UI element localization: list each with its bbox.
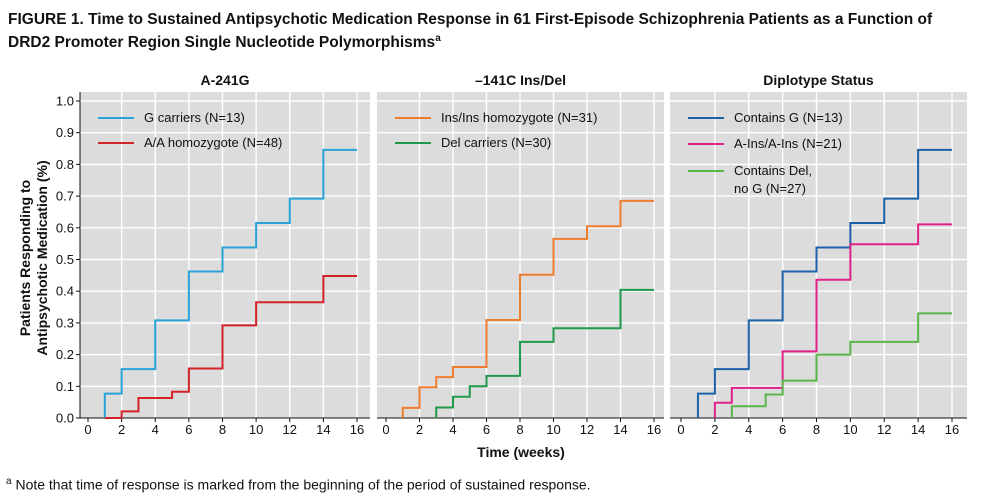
x-tick-label-2-0: 0	[382, 422, 389, 437]
x-tick-label-2-3: 6	[483, 422, 490, 437]
series-line-3-3	[730, 312, 952, 418]
legend-label-2-1: Ins/Ins homozygote (N=31)	[441, 110, 597, 125]
y-tick-label-6: 0.6	[56, 220, 74, 235]
x-tick-label-2-2: 4	[449, 422, 456, 437]
x-tick-label-2-1: 2	[416, 422, 423, 437]
x-tick-label-2-5: 10	[546, 422, 560, 437]
y-tick-label-2: 0.2	[56, 347, 74, 362]
y-axis-title-line2: Antipsychotic Medication (%)	[34, 160, 50, 355]
x-tick-label-3-5: 10	[843, 422, 857, 437]
legend-label-3-1: Contains G (N=13)	[734, 110, 843, 125]
footnote-text: Note that time of response is marked fro…	[11, 476, 591, 493]
x-tick-label-2-7: 14	[613, 422, 627, 437]
x-tick-label-1-0: 0	[84, 422, 91, 437]
x-tick-label-3-7: 14	[911, 422, 925, 437]
y-axis-title-line1: Patients Responding to	[17, 180, 33, 336]
x-tick-label-1-7: 14	[316, 422, 330, 437]
x-tick-label-1-5: 10	[249, 422, 263, 437]
x-tick-label-3-1: 2	[711, 422, 718, 437]
x-tick-label-3-4: 8	[813, 422, 820, 437]
legend-label-2-2: Del carriers (N=30)	[441, 135, 551, 150]
series-line-2-2	[435, 288, 654, 418]
y-tick-label-0: 0.0	[56, 411, 74, 426]
legend-label-3-3: Contains Del,	[734, 163, 812, 178]
x-tick-label-3-3: 6	[779, 422, 786, 437]
x-tick-label-1-1: 2	[118, 422, 125, 437]
legend-label-3-2: A-Ins/A-Ins (N=21)	[734, 136, 842, 151]
x-tick-label-1-3: 6	[185, 422, 192, 437]
x-tick-label-2-8: 16	[647, 422, 661, 437]
x-tick-label-2-6: 12	[580, 422, 594, 437]
y-tick-label-7: 0.7	[56, 189, 74, 204]
y-tick-label-1: 0.1	[56, 379, 74, 394]
figure-title-text: FIGURE 1. Time to Sustained Antipsychoti…	[8, 11, 933, 52]
x-tick-label-2-4: 8	[516, 422, 523, 437]
x-tick-label-1-8: 16	[350, 422, 364, 437]
x-axis-title: Time (weeks)	[477, 444, 565, 460]
x-tick-label-1-4: 8	[219, 422, 226, 437]
series-line-1-1	[103, 148, 357, 418]
series-line-3-1	[696, 148, 952, 418]
series-line-3-2	[713, 223, 952, 418]
figure-footnote: a Note that time of response is marked f…	[6, 476, 591, 493]
series-line-2-1	[401, 199, 654, 418]
y-tick-label-8: 0.8	[56, 157, 74, 172]
y-tick-label-5: 0.5	[56, 252, 74, 267]
panel-title-2: –141C Ins/Del	[475, 72, 566, 88]
x-tick-label-3-2: 4	[745, 422, 752, 437]
y-tick-label-9: 0.9	[56, 125, 74, 140]
figure-title-footnote-marker: a	[435, 33, 441, 44]
series-line-1-2	[104, 274, 357, 419]
x-tick-label-1-6: 12	[283, 422, 297, 437]
x-tick-label-3-0: 0	[677, 422, 684, 437]
panel-title-3: Diplotype Status	[763, 72, 874, 88]
legend-label-3-3-line2: no G (N=27)	[734, 181, 806, 196]
footnote-marker: a	[6, 476, 12, 487]
x-tick-label-3-8: 16	[945, 422, 959, 437]
y-tick-label-10: 1.0	[56, 94, 74, 109]
x-tick-label-1-2: 4	[152, 422, 159, 437]
legend-label-1-2: A/A homozygote (N=48)	[144, 135, 282, 150]
y-tick-label-3: 0.3	[56, 315, 74, 330]
panel-title-1: A-241G	[200, 72, 249, 88]
legend-label-1-1: G carriers (N=13)	[144, 110, 245, 125]
x-tick-label-3-6: 12	[877, 422, 891, 437]
figure-title: FIGURE 1. Time to Sustained Antipsychoti…	[8, 10, 976, 52]
panel-background-1	[80, 92, 370, 418]
y-tick-label-4: 0.4	[56, 284, 74, 299]
